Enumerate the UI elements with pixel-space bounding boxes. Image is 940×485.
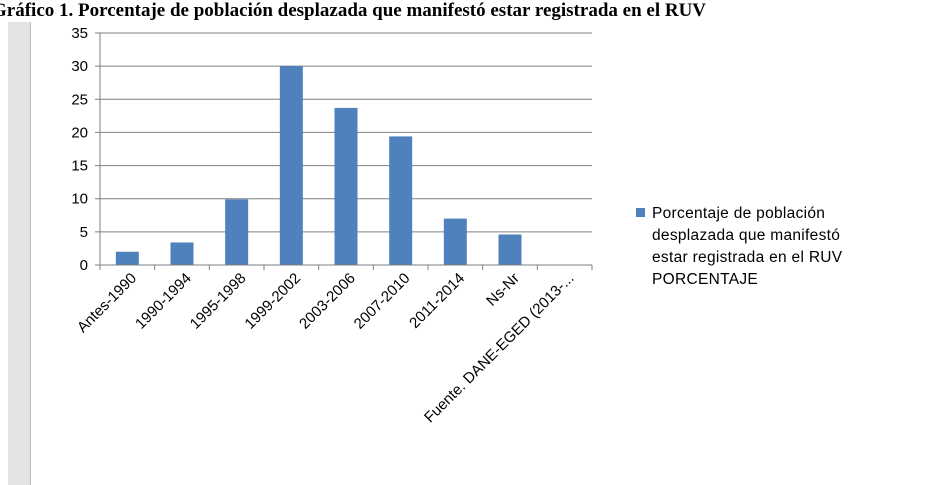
figure-caption: Gráfico 1. Porcentaje de población despl… [0,0,707,21]
x-tick-label: 1990-1994 [132,270,195,333]
y-tick-label: 20 [71,124,88,141]
y-tick-label: 25 [71,91,88,108]
x-tick-label: 1999-2002 [241,270,304,333]
y-tick-label: 5 [80,224,88,241]
legend-swatch [636,208,645,217]
legend-label-line: estar registrada en el RUV [652,249,843,266]
bar-2007-2010 [389,136,413,265]
legend: Porcentaje de población desplazada que ma… [636,205,843,288]
x-tick-label: 2011-2014 [406,270,468,332]
x-tick-label: 2007-2010 [351,270,414,333]
y-tick-label: 30 [71,58,88,75]
bar-2011-2014 [443,218,467,265]
bar-2003-2006 [334,107,358,265]
legend-label-line: desplazada que manifestó [652,227,840,244]
y-tick-label: 10 [71,191,88,208]
y-tick-label: 35 [71,25,88,42]
x-axis-tick-labels: Antes-19901990-19941995-19981999-2002200… [74,270,578,426]
bar-1995-1998 [225,199,249,265]
bar-antes-1990 [115,251,139,265]
x-tick-label: Ns-Nr [483,270,523,310]
legend-label-line: PORCENTAJE [652,271,758,288]
bar-ns-nr [498,234,522,265]
document-margin-edge [30,22,31,485]
y-tick-label: 15 [71,158,88,175]
document-margin [8,22,30,485]
x-tick-label: Antes-1990 [74,270,140,336]
bar-1990-1994 [170,242,194,265]
y-tick-label: 0 [80,257,88,274]
bar-1999-2002 [279,66,303,266]
x-tick-label: 1995-1998 [187,270,250,333]
axes [99,33,593,270]
legend-label-line: Porcentaje de población [652,205,825,222]
x-tick-label: 2003-2006 [296,270,359,333]
y-axis-tick-labels: 0 5 10 15 20 25 30 35 [71,25,88,274]
bars [115,66,522,266]
